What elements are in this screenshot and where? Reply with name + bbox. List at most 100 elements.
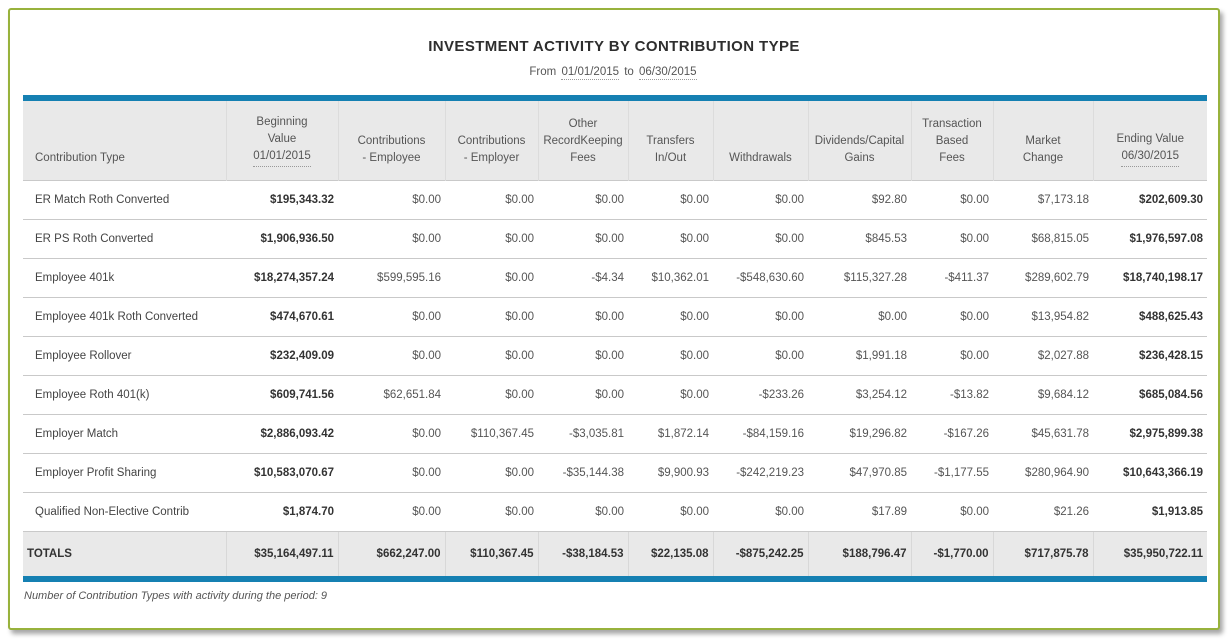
value-cell: $0.00 (628, 180, 713, 220)
totals-value-cell: $110,367.45 (444, 531, 538, 582)
contribution-type-cell: Employee 401k Roth Converted (23, 297, 226, 337)
value-cell: -$3,035.81 (538, 414, 628, 454)
value-cell: -$4.34 (538, 258, 628, 298)
table-row: Employee 401k $18,274,357.24 $599,595.16 $0… (23, 258, 1207, 298)
value-cell: $0.00 (911, 336, 993, 376)
ending-value-date-link[interactable]: 06/30/2015 (1121, 148, 1180, 167)
column-header-label: Contributions - Employer (457, 135, 526, 164)
value-cell: $0.00 (445, 336, 538, 376)
value-cell: $0.00 (445, 453, 538, 493)
column-header-withdrawals: Withdrawals (712, 95, 808, 181)
value-cell: $0.00 (445, 180, 538, 220)
value-cell: $10,643,366.19 (1093, 453, 1207, 493)
value-cell: -$411.37 (911, 258, 993, 298)
value-cell: $18,740,198.17 (1093, 258, 1207, 298)
column-header-beginning-value: Beginning Value 01/01/2015 (225, 95, 338, 181)
contribution-type-cell: Employee Roth 401(k) (23, 375, 226, 415)
value-cell: $0.00 (538, 375, 628, 415)
column-header-ending-value: Ending Value 06/30/2015 (1092, 95, 1207, 181)
totals-value-cell: -$1,770.00 (910, 531, 993, 582)
value-cell: $0.00 (808, 297, 911, 337)
value-cell: $0.00 (538, 336, 628, 376)
value-cell: $0.00 (713, 492, 808, 532)
totals-value-cell: $188,796.47 (807, 531, 911, 582)
contribution-type-cell: ER PS Roth Converted (23, 219, 226, 259)
value-cell: $289,602.79 (993, 258, 1093, 298)
date-range-prefix: From (529, 66, 557, 78)
value-cell: $0.00 (338, 297, 445, 337)
end-date-link[interactable]: 06/30/2015 (639, 66, 697, 80)
value-cell: $0.00 (338, 336, 445, 376)
value-cell: $19,296.82 (808, 414, 911, 454)
value-cell: $0.00 (911, 180, 993, 220)
value-cell: $9,900.93 (628, 453, 713, 493)
value-cell: $47,970.85 (808, 453, 911, 493)
value-cell: -$242,219.23 (713, 453, 808, 493)
table-row: Employee Rollover $232,409.09 $0.00 $0.00 $0… (23, 336, 1207, 376)
contribution-type-cell: Employer Profit Sharing (23, 453, 226, 493)
table-row: ER PS Roth Converted $1,906,936.50 $0.00 $0… (23, 219, 1207, 259)
value-cell: $62,651.84 (338, 375, 445, 415)
value-cell: $0.00 (628, 219, 713, 259)
totals-value-cell: $22,135.08 (627, 531, 713, 582)
value-cell: -$167.26 (911, 414, 993, 454)
value-cell: $110,367.45 (445, 414, 538, 454)
value-cell: $232,409.09 (226, 336, 338, 376)
column-header-dividends-capital-gains: Dividends/Capital Gains (807, 95, 911, 181)
value-cell: $0.00 (538, 492, 628, 532)
report-frame: INVESTMENT ACTIVITY BY CONTRIBUTION TYPE… (8, 8, 1220, 630)
totals-value-cell: $35,950,722.11 (1092, 531, 1207, 582)
value-cell: $1,991.18 (808, 336, 911, 376)
page-title: INVESTMENT ACTIVITY BY CONTRIBUTION TYPE (428, 38, 800, 55)
table-header: Contribution Type Beginning Value 01/01/… (23, 95, 1207, 181)
column-header-label: Contributions - Employee (357, 135, 426, 164)
value-cell: $1,874.70 (226, 492, 338, 532)
value-cell: $0.00 (338, 492, 445, 532)
value-cell: $0.00 (713, 297, 808, 337)
investment-activity-table: Contribution Type Beginning Value 01/01/… (23, 95, 1207, 582)
value-cell: $0.00 (911, 297, 993, 337)
value-cell: $3,254.12 (808, 375, 911, 415)
column-header-contributions-employee: Contributions - Employee (337, 95, 445, 181)
value-cell: $21.26 (993, 492, 1093, 532)
column-header-label: Contribution Type (35, 152, 125, 164)
value-cell: $0.00 (445, 219, 538, 259)
column-header-contributions-employer: Contributions - Employer (444, 95, 538, 181)
column-header-label: Dividends/Capital Gains (814, 135, 905, 164)
value-cell: $18,274,357.24 (226, 258, 338, 298)
value-cell: $2,027.88 (993, 336, 1093, 376)
value-cell: $0.00 (911, 219, 993, 259)
value-cell: -$1,177.55 (911, 453, 993, 493)
table-row: Employee 401k Roth Converted $474,670.61 $… (23, 297, 1207, 337)
value-cell: $0.00 (628, 336, 713, 376)
header-row: Contribution Type Beginning Value 01/01/… (23, 95, 1207, 181)
value-cell: $474,670.61 (226, 297, 338, 337)
value-cell: $115,327.28 (808, 258, 911, 298)
value-cell: $0.00 (538, 180, 628, 220)
column-header-transaction-based-fees: Transaction Based Fees (910, 95, 993, 181)
column-header-label: Beginning Value (256, 116, 308, 145)
value-cell: $0.00 (445, 492, 538, 532)
totals-value-cell: $662,247.00 (337, 531, 445, 582)
start-date-link[interactable]: 01/01/2015 (561, 66, 620, 80)
value-cell: $685,084.56 (1093, 375, 1207, 415)
value-cell: -$13.82 (911, 375, 993, 415)
value-cell: $599,595.16 (338, 258, 445, 298)
value-cell: -$35,144.38 (538, 453, 628, 493)
totals-value-cell: $35,164,497.11 (225, 531, 338, 582)
date-range: From 01/01/2015 to 06/30/2015 (23, 66, 1205, 80)
contribution-type-cell: Employee Rollover (23, 336, 226, 376)
beginning-value-date-link[interactable]: 01/01/2015 (253, 148, 311, 167)
value-cell: $195,343.32 (226, 180, 338, 220)
column-header-label: Other RecordKeeping Fees (543, 118, 623, 164)
value-cell: $1,872.14 (628, 414, 713, 454)
table-row: Employer Profit Sharing $10,583,070.67 $0.… (23, 453, 1207, 493)
value-cell: $0.00 (338, 180, 445, 220)
value-cell: $7,173.18 (993, 180, 1093, 220)
value-cell: $0.00 (538, 297, 628, 337)
date-range-connector: to (624, 66, 634, 78)
value-cell: $92.80 (808, 180, 911, 220)
value-cell: $0.00 (445, 297, 538, 337)
value-cell: $0.00 (538, 219, 628, 259)
table-row: Employee Roth 401(k) $609,741.56 $62,651.8… (23, 375, 1207, 415)
